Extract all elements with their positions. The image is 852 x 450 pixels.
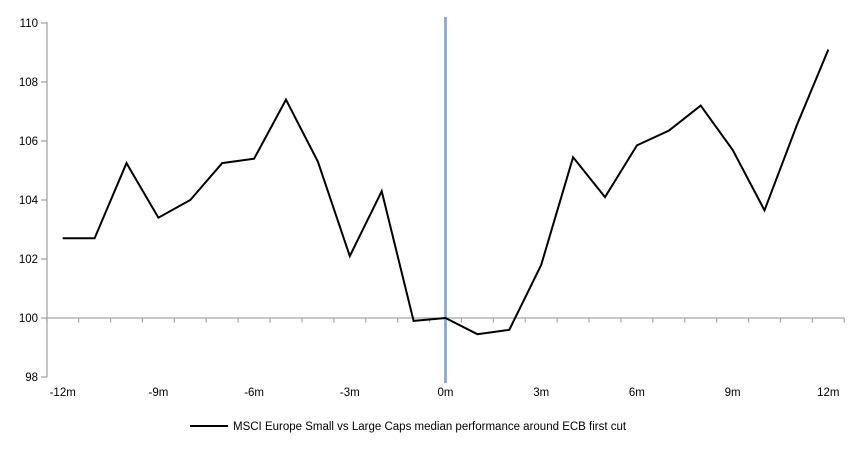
series-layer — [62, 49, 830, 336]
x-tick-label: -9m — [148, 387, 168, 399]
y-tick-label: 100 — [19, 313, 38, 325]
y-tick-label: 106 — [19, 136, 38, 148]
x-tick-label: 6m — [629, 387, 645, 399]
y-tick-label: 102 — [19, 254, 38, 266]
y-tick-label: 104 — [19, 195, 39, 207]
labels-layer: 98 100 102 104 106 108 110 -12m -9m -6m -3m 0m 3m 6m 9… — [19, 18, 840, 399]
series-line — [62, 49, 830, 336]
y-tick-label: 98 — [25, 372, 38, 384]
x-tick-label: -6m — [244, 387, 264, 399]
y-tick-label: 110 — [20, 18, 38, 30]
x-tick-label: 9m — [725, 387, 741, 399]
axes-layer — [41, 17, 845, 383]
x-tick-label: -12m — [50, 387, 76, 399]
x-tick-label: 0m — [438, 387, 454, 399]
x-tick-label: -3m — [340, 387, 360, 399]
y-tick-label: 108 — [19, 77, 38, 89]
x-tick-label: 3m — [533, 387, 549, 399]
x-tick-label: 12m — [817, 387, 839, 399]
legend-label: MSCI Europe Small vs Large Caps median p… — [233, 421, 627, 433]
legend: MSCI Europe Small vs Large Caps median p… — [190, 421, 627, 433]
